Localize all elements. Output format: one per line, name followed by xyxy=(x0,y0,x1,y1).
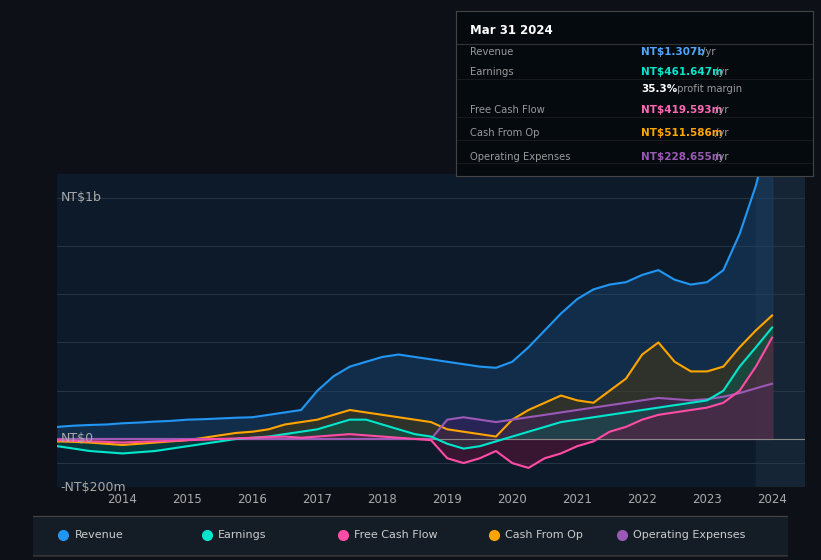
Text: 2024: 2024 xyxy=(757,492,787,506)
Text: 35.3%: 35.3% xyxy=(641,84,677,94)
Text: NT$419.593m: NT$419.593m xyxy=(641,105,722,115)
Text: 2019: 2019 xyxy=(433,492,462,506)
Text: 2021: 2021 xyxy=(562,492,592,506)
Text: Cash From Op: Cash From Op xyxy=(470,128,539,138)
Text: NT$461.647m: NT$461.647m xyxy=(641,67,723,77)
Text: Free Cash Flow: Free Cash Flow xyxy=(354,530,438,540)
Text: 2022: 2022 xyxy=(627,492,657,506)
Text: /yr: /yr xyxy=(712,128,728,138)
Text: /yr: /yr xyxy=(712,105,728,115)
Text: NT$1.307b: NT$1.307b xyxy=(641,48,705,58)
Text: 2015: 2015 xyxy=(172,492,202,506)
Text: /yr: /yr xyxy=(712,67,728,77)
Text: Revenue: Revenue xyxy=(75,530,123,540)
Text: NT$1b: NT$1b xyxy=(61,191,102,204)
Text: Operating Expenses: Operating Expenses xyxy=(470,152,571,161)
Text: 2017: 2017 xyxy=(302,492,333,506)
Text: Operating Expenses: Operating Expenses xyxy=(633,530,745,540)
Text: 2018: 2018 xyxy=(368,492,397,506)
Text: Mar 31 2024: Mar 31 2024 xyxy=(470,25,553,38)
Text: -NT$200m: -NT$200m xyxy=(61,480,126,494)
Text: 2014: 2014 xyxy=(108,492,137,506)
FancyBboxPatch shape xyxy=(25,516,796,556)
Text: 2023: 2023 xyxy=(692,492,722,506)
Text: 2016: 2016 xyxy=(237,492,268,506)
Text: NT$511.586m: NT$511.586m xyxy=(641,128,723,138)
Text: /yr: /yr xyxy=(712,152,728,161)
Text: Cash From Op: Cash From Op xyxy=(505,530,583,540)
Text: NT$228.655m: NT$228.655m xyxy=(641,152,723,161)
Text: Free Cash Flow: Free Cash Flow xyxy=(470,105,544,115)
Bar xyxy=(756,174,805,487)
Text: /yr: /yr xyxy=(699,48,716,58)
Text: NT$0: NT$0 xyxy=(61,432,94,445)
Text: Earnings: Earnings xyxy=(218,530,266,540)
Text: Revenue: Revenue xyxy=(470,48,513,58)
Text: Earnings: Earnings xyxy=(470,67,514,77)
Text: 2020: 2020 xyxy=(498,492,527,506)
Text: profit margin: profit margin xyxy=(673,84,741,94)
